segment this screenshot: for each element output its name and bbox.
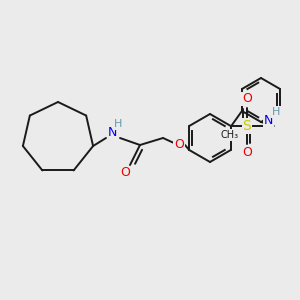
Text: N: N <box>264 113 274 127</box>
Text: H: H <box>272 107 280 117</box>
Text: S: S <box>242 119 251 133</box>
Text: CH₃: CH₃ <box>221 130 239 140</box>
Text: O: O <box>174 139 184 152</box>
Text: O: O <box>242 92 252 106</box>
Text: N: N <box>107 125 117 139</box>
Text: O: O <box>242 146 252 160</box>
Text: O: O <box>120 167 130 179</box>
Text: H: H <box>114 119 122 129</box>
